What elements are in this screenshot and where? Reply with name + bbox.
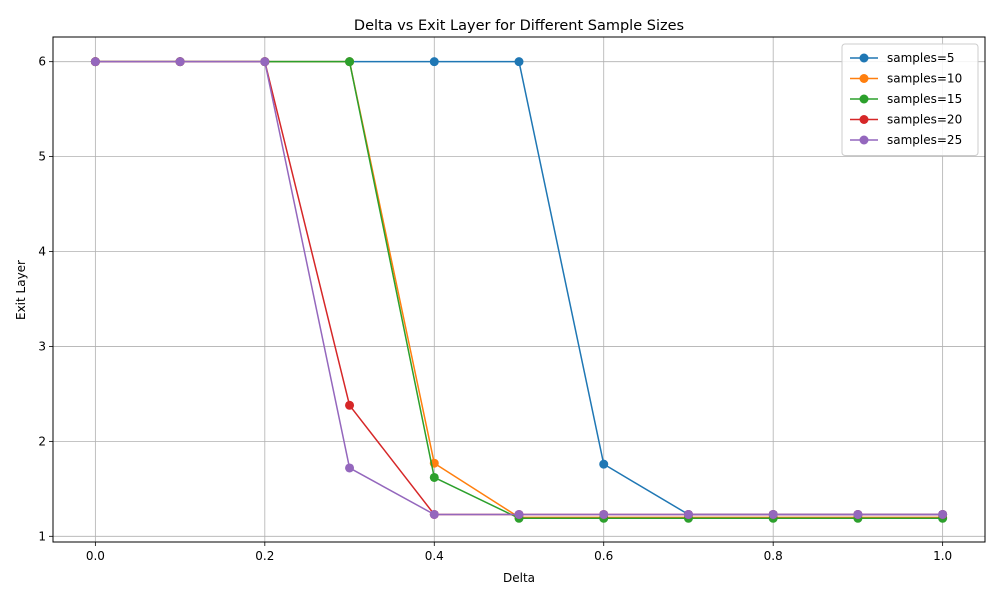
data-point bbox=[853, 509, 863, 519]
x-axis-ticks: 0.0 0.2 0.4 0.6 0.8 1.0 bbox=[86, 542, 952, 563]
y-tick-label: 2 bbox=[38, 434, 46, 448]
series-line bbox=[95, 60, 943, 516]
series-3 bbox=[90, 57, 948, 523]
legend-label: samples=15 bbox=[887, 92, 962, 106]
legend-swatch-marker bbox=[859, 135, 869, 145]
x-tick-label: 0.8 bbox=[764, 549, 783, 563]
data-point bbox=[514, 509, 524, 519]
legend-label: samples=5 bbox=[887, 51, 955, 65]
series-line bbox=[95, 60, 943, 516]
x-tick-label: 0.2 bbox=[255, 549, 274, 563]
series-line bbox=[95, 60, 943, 516]
data-point bbox=[429, 472, 439, 482]
x-tick-label: 1.0 bbox=[933, 549, 952, 563]
y-tick-label: 3 bbox=[38, 339, 46, 353]
legend-item: samples=25 bbox=[850, 133, 962, 147]
data-point bbox=[175, 57, 185, 67]
legend: samples=5 samples=10 samples=15 samples=20 s… bbox=[841, 43, 979, 156]
legend-label: samples=20 bbox=[887, 113, 962, 127]
legend-item: samples=20 bbox=[850, 113, 962, 127]
plot-frame bbox=[52, 36, 986, 543]
series-line bbox=[95, 60, 943, 519]
series-line bbox=[95, 60, 943, 520]
y-tick-label: 5 bbox=[38, 150, 46, 164]
data-point bbox=[260, 57, 270, 67]
data-point bbox=[429, 509, 439, 519]
legend-swatch-marker bbox=[859, 115, 869, 124]
data-point bbox=[514, 57, 524, 67]
x-tick-label: 0.6 bbox=[594, 549, 613, 563]
data-point bbox=[429, 57, 439, 67]
series-4 bbox=[90, 57, 948, 519]
data-point bbox=[683, 509, 693, 519]
data-point bbox=[345, 463, 355, 473]
legend-item: samples=10 bbox=[850, 72, 962, 86]
legend-item: samples=15 bbox=[850, 92, 962, 106]
data-point bbox=[599, 459, 609, 469]
chart-title: Delta vs Exit Layer for Different Sample… bbox=[354, 18, 684, 34]
x-tick-label: 0.0 bbox=[86, 549, 105, 563]
data-point bbox=[345, 400, 355, 410]
series-5 bbox=[90, 57, 948, 519]
legend-box bbox=[841, 43, 979, 156]
legend-swatch-marker bbox=[859, 74, 869, 83]
legend-swatch-marker bbox=[859, 94, 869, 104]
y-axis-label: Exit Layer bbox=[14, 260, 28, 320]
legend-label: samples=25 bbox=[887, 133, 962, 147]
series-2 bbox=[90, 57, 948, 522]
x-axis-label: Delta bbox=[503, 571, 535, 585]
y-axis-ticks: 1 2 3 4 5 6 bbox=[38, 55, 53, 543]
legend-item: samples=5 bbox=[850, 51, 955, 65]
data-point bbox=[90, 57, 100, 67]
data-point bbox=[599, 509, 609, 519]
x-tick-label: 0.4 bbox=[425, 549, 444, 563]
data-point bbox=[768, 509, 778, 519]
y-tick-label: 6 bbox=[38, 55, 46, 69]
series-layer bbox=[90, 57, 948, 523]
data-point bbox=[345, 57, 355, 67]
series-1 bbox=[90, 57, 948, 519]
y-tick-label: 4 bbox=[38, 245, 46, 259]
legend-swatch-marker bbox=[859, 53, 869, 63]
y-tick-label: 1 bbox=[38, 529, 46, 543]
data-point bbox=[938, 509, 948, 519]
legend-label: samples=10 bbox=[887, 72, 962, 86]
